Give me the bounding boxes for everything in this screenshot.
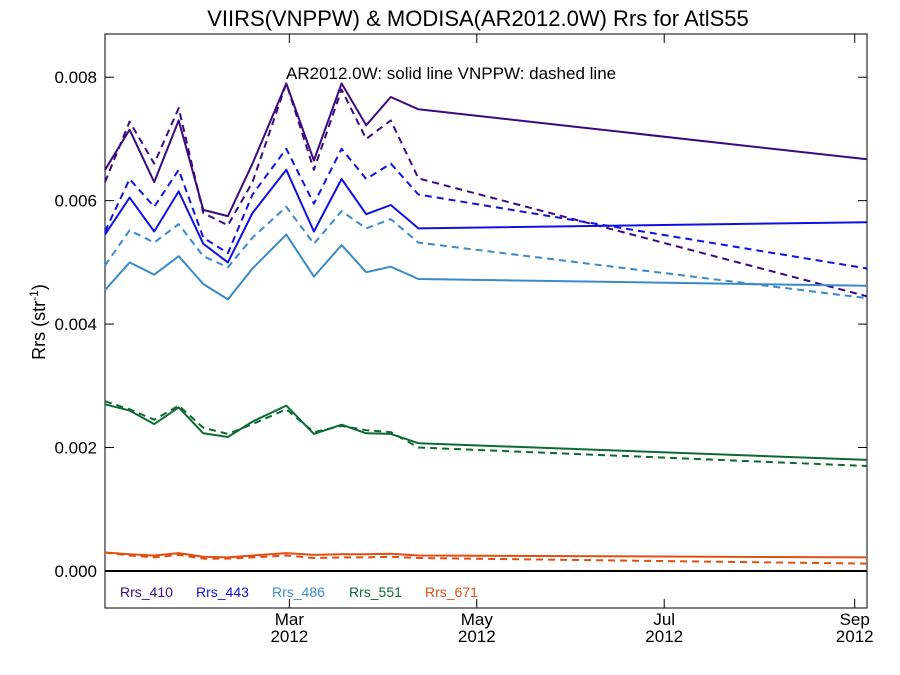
y-axis-label-main: Rrs (str xyxy=(29,301,49,360)
legend-entry-rrs_410: Rrs_410 xyxy=(120,584,173,600)
x-tick-year-label: 2012 xyxy=(458,627,496,646)
legend-entry-rrs_671: Rrs_671 xyxy=(425,584,478,600)
x-tick-month-label: Mar xyxy=(275,610,305,629)
series-line-dashed-rrs_410 xyxy=(104,82,868,298)
series-line-dashed-rrs_443 xyxy=(104,147,868,270)
series-line-solid-rrs_551 xyxy=(104,403,868,461)
chart-title: VIIRS(VNPPW) & MODISA(AR2012.0W) Rrs for… xyxy=(207,6,749,31)
y-axis-label: Rrs (str-1) xyxy=(27,284,49,360)
series-line-solid-rrs_410 xyxy=(104,82,868,218)
plot-frame xyxy=(104,33,868,609)
line-style-annotation: AR2012.0W: solid line VNPPW: dashed line xyxy=(286,64,616,83)
series-line-solid-rrs_486 xyxy=(104,233,868,301)
y-tick-label: 0.008 xyxy=(54,68,97,87)
x-tick-month-label: Jul xyxy=(653,610,675,629)
series-line-solid-rrs_671 xyxy=(104,551,868,559)
x-tick-month-label: May xyxy=(461,610,494,629)
y-tick-label: 0.006 xyxy=(54,192,97,211)
legend-entry-rrs_443: Rrs_443 xyxy=(196,584,249,600)
plot-area: 0.0000.0020.0040.0060.008Mar2012May2012J… xyxy=(54,33,874,646)
series-line-dashed-rrs_486 xyxy=(104,205,868,300)
legend-entry-rrs_551: Rrs_551 xyxy=(349,584,402,600)
x-tick-year-label: 2012 xyxy=(836,627,874,646)
y-tick-label: 0.002 xyxy=(54,439,97,458)
legend-entry-rrs_486: Rrs_486 xyxy=(272,584,325,600)
x-tick-year-label: 2012 xyxy=(645,627,683,646)
x-tick-year-label: 2012 xyxy=(270,627,308,646)
y-axis-label-superscript: -1 xyxy=(27,290,41,301)
series-line-dashed-rrs_671 xyxy=(104,551,868,565)
series-line-solid-rrs_443 xyxy=(104,168,868,264)
x-tick-month-label: Sep xyxy=(840,610,870,629)
series-line-dashed-rrs_551 xyxy=(104,400,868,467)
y-tick-label: 0.000 xyxy=(54,562,97,581)
y-tick-label: 0.004 xyxy=(54,315,97,334)
y-axis-label-close: ) xyxy=(29,284,49,290)
